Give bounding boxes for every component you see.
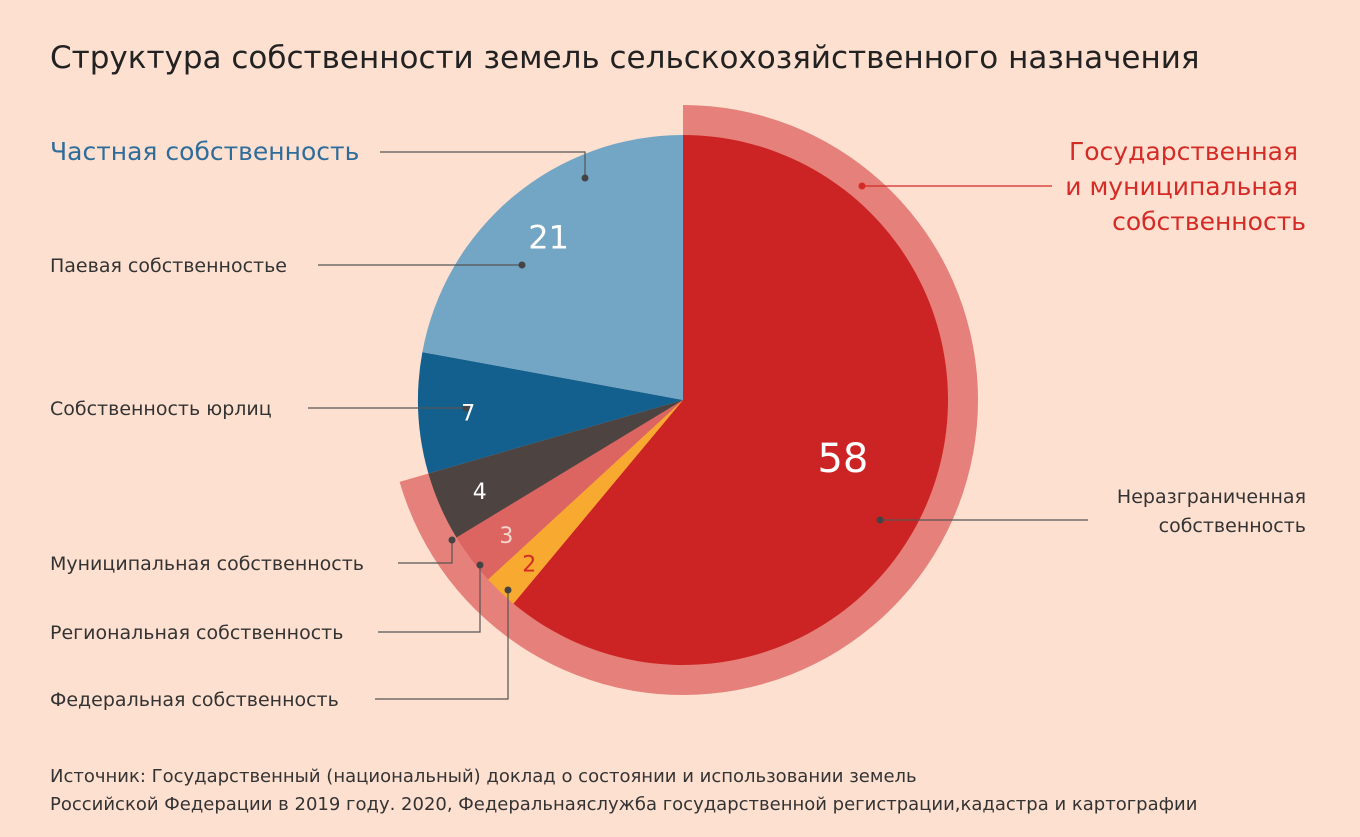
leader-slice-3 (378, 565, 481, 633)
group-label-state: Государственная и муниципальная собствен… (1065, 137, 1306, 236)
leader-group-private (380, 151, 586, 178)
value-label-4: 4 (473, 480, 487, 505)
pie-slice-4 (428, 400, 683, 538)
leader-slice-6-dot (518, 261, 526, 269)
leader-group-state-dot (858, 182, 866, 190)
group-label-private: Частная собственность (50, 137, 359, 166)
pie-slice-1 (513, 135, 948, 665)
pie-slices (417, 135, 948, 665)
category-label-3: Региональная собственность (50, 622, 343, 644)
category-label-1-line-2: собственность (1159, 515, 1306, 537)
pie-slice-3 (456, 400, 683, 580)
source-line-2: Российской Федерации в 2019 году. 2020, … (50, 794, 1197, 815)
category-labels: Паевая собственностье Собственность юрлиц… (50, 255, 1306, 711)
leader-group-private-dot (581, 174, 589, 182)
leader-slice-5-dot (462, 404, 470, 412)
leader-slice-1-dot (876, 516, 884, 524)
pie-slice-2 (488, 400, 683, 604)
leader-slice-4-dot (448, 536, 456, 544)
category-label-1: Неразграниченная собственность (1117, 486, 1306, 537)
value-label-3: 3 (499, 524, 513, 549)
leader-slice-3-dot (476, 561, 484, 569)
group-label-state-line-3: собственность (1112, 207, 1306, 236)
leader-slice-4 (398, 540, 453, 564)
leader-slice-2-dot (504, 586, 512, 594)
chart-title: Структура собственности земель сельскохо… (50, 40, 1200, 76)
group-label-state-line-2: и муниципальная (1065, 172, 1298, 201)
category-label-1-line-1: Неразграниченная (1117, 486, 1306, 508)
pie-slice-6 (422, 135, 683, 400)
value-label-1: 58 (817, 436, 868, 482)
source-line-1: Источник: Государственный (национальный)… (50, 766, 917, 787)
value-label-2: 2 (522, 553, 536, 578)
category-label-6: Паевая собственностье (50, 255, 287, 277)
pie-slice-5 (417, 352, 683, 474)
category-label-2: Федеральная собственность (50, 689, 339, 711)
category-label-4: Муниципальная собственность (50, 553, 364, 575)
value-labels: 58 234 7 21 (461, 219, 868, 578)
leader-slice-2 (375, 590, 509, 700)
leader-lines (308, 151, 1088, 700)
value-label-6: 21 (528, 219, 569, 257)
group-label-state-line-1: Государственная (1069, 137, 1298, 166)
category-label-5: Собственность юрлиц (50, 398, 272, 420)
value-label-5: 7 (461, 402, 475, 427)
